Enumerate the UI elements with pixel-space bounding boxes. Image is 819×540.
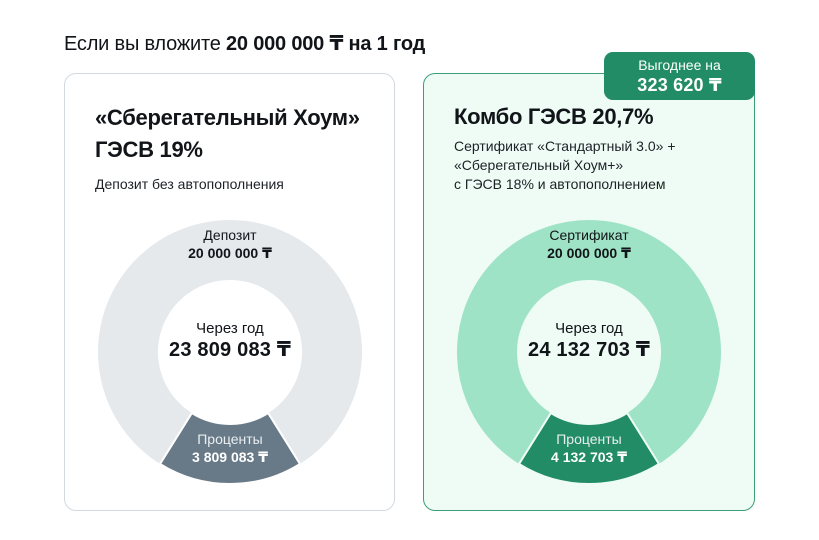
badge-label: Выгоднее на bbox=[638, 57, 721, 73]
donut-chart-savings-home bbox=[98, 220, 362, 484]
interest-label: Проценты 4 132 703 ₸ bbox=[551, 431, 627, 465]
principal-label: Депозит 20 000 000 ₸ bbox=[188, 227, 272, 261]
headline: Если вы вложите 20 000 000 ₸ на 1 год bbox=[64, 31, 425, 56]
badge-value: 323 620 ₸ bbox=[637, 75, 722, 95]
card-subtitle: Депозит без автопополнения bbox=[95, 176, 284, 192]
total-label: Через год 23 809 083 ₸ bbox=[169, 320, 291, 361]
donut-chart-combo bbox=[457, 220, 721, 484]
card-title: «Сберегательный Хоум» ГЭСВ 19% bbox=[95, 102, 360, 166]
card-subtitle: Сертификат «Стандартный 3.0» + «Сберегат… bbox=[454, 137, 676, 194]
card-title-line2: ГЭСВ 19% bbox=[95, 137, 203, 162]
donut-segment-principal bbox=[457, 220, 721, 484]
headline-prefix: Если вы вложите bbox=[64, 33, 221, 55]
benefit-badge: Выгоднее на 323 620 ₸ bbox=[604, 52, 755, 100]
subtitle-line: Сертификат «Стандартный 3.0» + bbox=[454, 138, 676, 154]
principal-label: Сертификат 20 000 000 ₸ bbox=[547, 227, 631, 261]
donut-segment-interest bbox=[517, 411, 661, 484]
card-title-line1: «Сберегательный Хоум» bbox=[95, 105, 360, 130]
card-title: Комбо ГЭСВ 20,7% bbox=[454, 104, 654, 129]
donut-segment-principal bbox=[98, 220, 362, 484]
subtitle-line: «Сберегательный Хоум+» bbox=[454, 157, 624, 173]
donut-segment-interest bbox=[158, 411, 302, 484]
interest-label: Проценты 3 809 083 ₸ bbox=[192, 431, 268, 465]
headline-amount: 20 000 000 ₸ на 1 год bbox=[226, 33, 426, 55]
subtitle-line: с ГЭСВ 18% и автопополнением bbox=[454, 176, 666, 192]
total-label: Через год 24 132 703 ₸ bbox=[528, 320, 650, 361]
